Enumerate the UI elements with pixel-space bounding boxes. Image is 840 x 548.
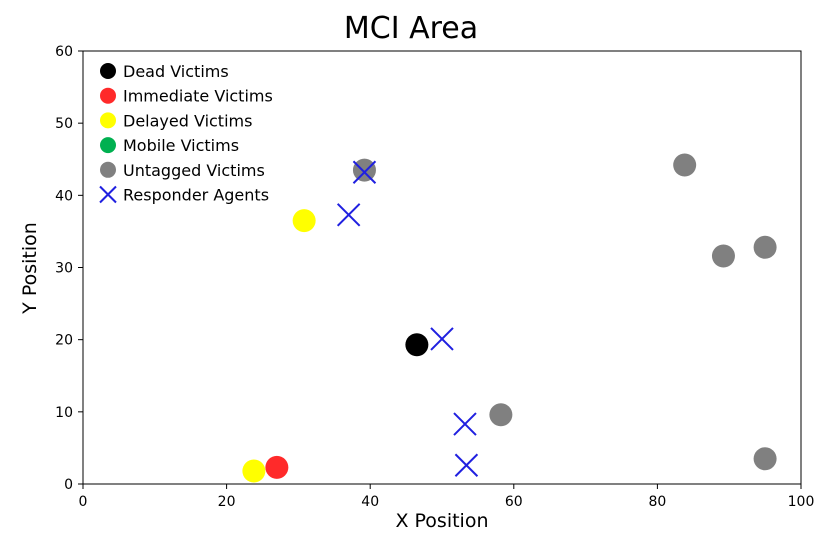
y-tick-label: 10 (55, 405, 73, 421)
responder-agents-point (336, 203, 361, 227)
legend-label-dead-victims: Dead Victims (123, 62, 229, 81)
y-tick-label: 20 (55, 333, 73, 349)
untagged-victims-point (753, 447, 777, 471)
untagged-victims-point (352, 158, 376, 182)
x-tick-label: 80 (648, 494, 666, 510)
legend-label-responder-agents: Responder Agents (123, 186, 269, 205)
responder-agents-point (430, 327, 454, 351)
axes: 0 20 40 60 80 100 0 10 20 30 40 50 60 (55, 44, 814, 510)
legend-marker-responder-agents (99, 185, 117, 204)
delayed-victims-point (292, 209, 316, 233)
y-tick-label: 0 (64, 477, 73, 493)
x-axis-label: X Position (395, 510, 488, 532)
y-tick-label: 50 (55, 116, 73, 132)
responder-agents-point (352, 160, 377, 184)
chart-title: MCI Area (344, 11, 478, 46)
legend-marker-dead-victims (100, 63, 116, 79)
y-tick-label: 30 (55, 261, 73, 277)
x-tick-label: 20 (218, 494, 236, 510)
delayed-victims-point (242, 459, 266, 483)
y-tick-label: 60 (55, 44, 73, 60)
legend-marker-mobile-victims (100, 137, 116, 154)
responder-agents-point (454, 453, 479, 477)
legend-marker-delayed-victims (100, 112, 116, 129)
legend-label-immediate-victims: Immediate Victims (123, 87, 273, 106)
responder-agents-point (453, 412, 477, 436)
x-tick-label: 40 (361, 494, 379, 510)
untagged-victims-point (711, 244, 735, 268)
legend-marker-untagged-victims (100, 161, 116, 178)
untagged-victims-point (753, 235, 777, 259)
legend: Dead Victims Immediate Victims Delayed Vic… (99, 62, 273, 205)
plot-area (242, 153, 777, 483)
legend-label-delayed-victims: Delayed Victims (123, 111, 252, 130)
x-tick-label: 60 (505, 494, 523, 510)
y-axis-label: Y Position (19, 222, 41, 315)
untagged-victims-point (489, 403, 513, 427)
legend-label-untagged-victims: Untagged Victims (123, 161, 265, 180)
dead-victims-point (405, 333, 429, 357)
untagged-victims-point (673, 153, 697, 177)
legend-marker-immediate-victims (100, 87, 116, 104)
x-tick-label: 100 (788, 494, 815, 510)
y-tick-label: 40 (55, 188, 73, 204)
legend-label-mobile-victims: Mobile Victims (123, 136, 239, 155)
immediate-victims-point (265, 455, 289, 479)
x-tick-label: 0 (79, 494, 88, 510)
